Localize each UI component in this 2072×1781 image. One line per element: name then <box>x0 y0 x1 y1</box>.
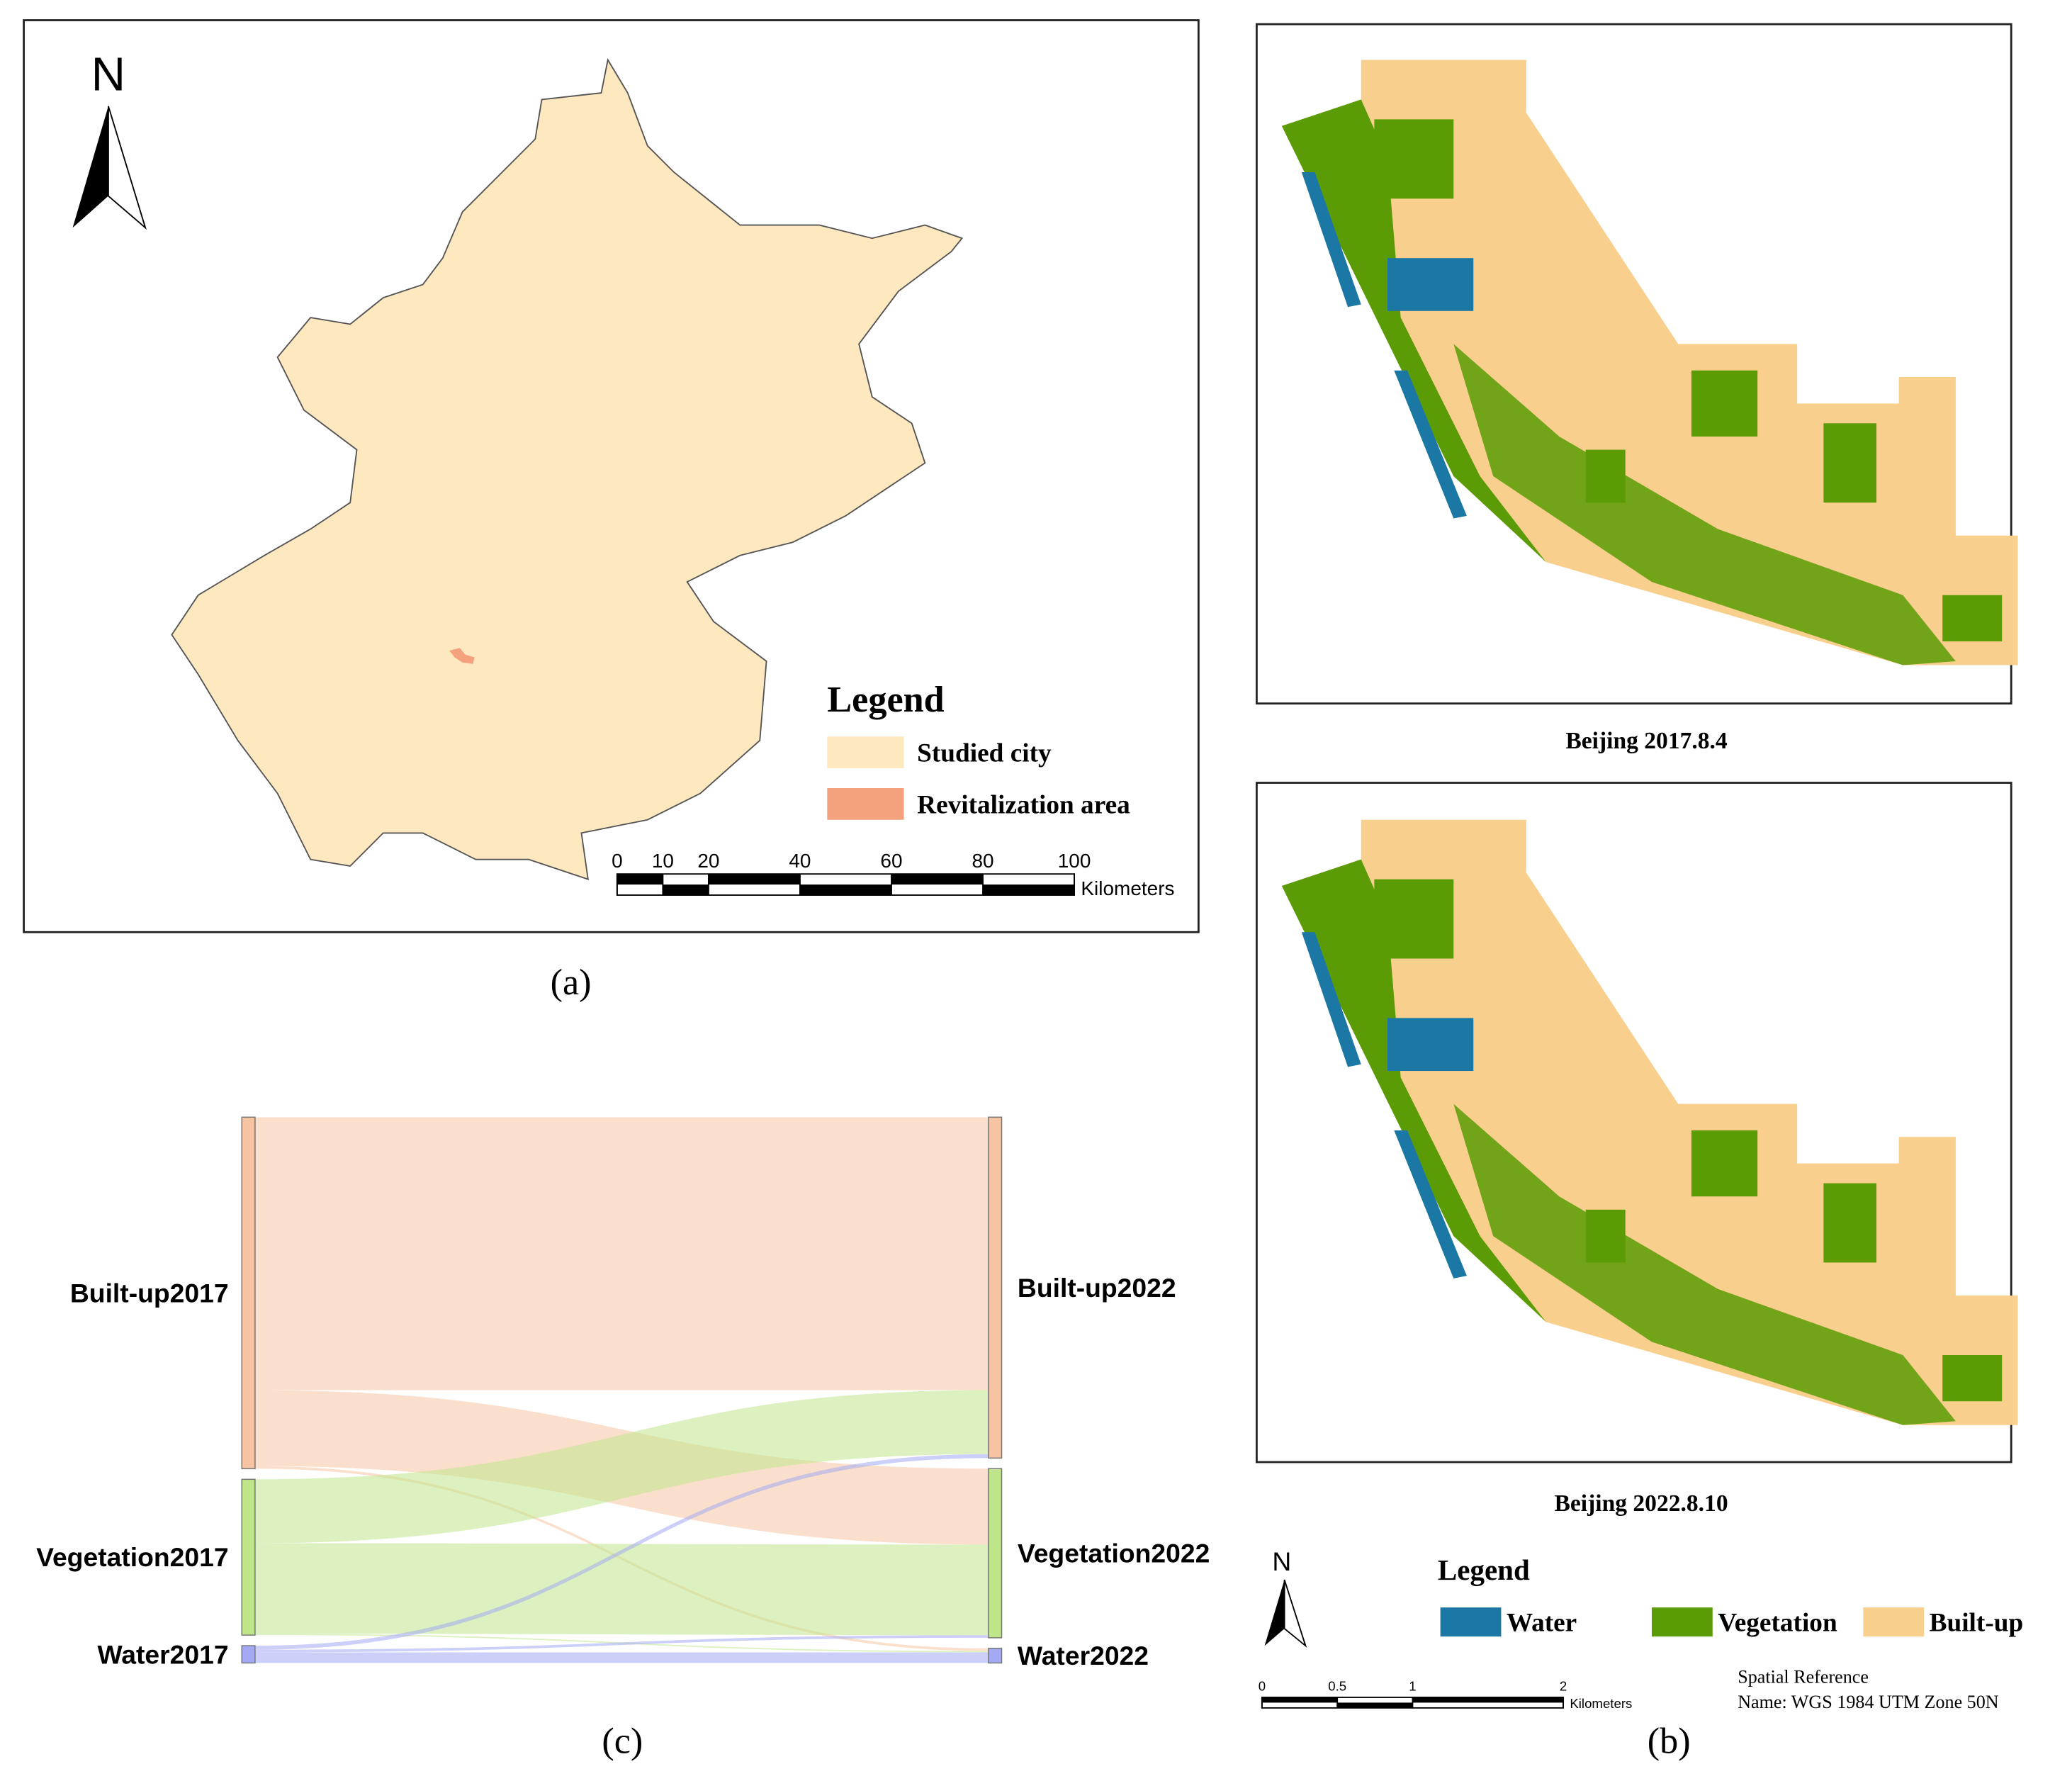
legend-swatch <box>827 736 904 769</box>
scale-segment <box>799 884 891 896</box>
legend-title: Legend <box>1438 1554 1530 1586</box>
node <box>988 1648 1003 1664</box>
legend-label: Built-up <box>1930 1609 2024 1638</box>
scale-label: 60 <box>880 850 902 872</box>
scale-label: 80 <box>972 850 993 872</box>
scale-segment <box>1261 1697 1338 1703</box>
north-arrow <box>107 106 147 230</box>
map-label: Beijing 2022.8.10 <box>1555 1490 1728 1517</box>
spatial-reference: Spatial Reference <box>1738 1666 1869 1687</box>
scale-segment <box>983 884 1075 896</box>
node-label: Built-up2022 <box>1018 1273 1176 1303</box>
north-label: N <box>1272 1546 1291 1576</box>
legend-swatch <box>1651 1607 1713 1637</box>
scale-label: 1 <box>1409 1679 1416 1694</box>
scale-unit: Kilometers <box>1081 877 1174 899</box>
north-arrow <box>1283 1579 1307 1648</box>
scale-segment <box>616 874 663 885</box>
node-label: Water2017 <box>97 1639 228 1669</box>
node <box>988 1116 1003 1459</box>
legend-swatch <box>1863 1607 1925 1637</box>
scale-label: 10 <box>652 850 674 872</box>
legend-label: Water <box>1507 1609 1577 1638</box>
north-arrow <box>72 106 108 228</box>
legend-title: Legend <box>827 679 944 720</box>
map-frame <box>1256 782 2012 1463</box>
north-arrow <box>1264 1579 1285 1646</box>
flow <box>254 1543 989 1636</box>
scale-segment <box>708 874 800 885</box>
caption: (b) <box>1648 1720 1691 1761</box>
flow <box>254 1454 989 1650</box>
spatial-reference: Name: WGS 1984 UTM Zone 50N <box>1738 1692 1999 1712</box>
caption: (c) <box>602 1720 643 1761</box>
node-label: Water2022 <box>1018 1641 1149 1670</box>
flow <box>254 1117 989 1390</box>
scale-segment <box>1412 1697 1564 1703</box>
node-label: Built-up2017 <box>70 1278 229 1308</box>
land-cover-map <box>1281 60 2018 665</box>
scale-segment <box>1337 1702 1413 1708</box>
scale-label: 40 <box>789 850 811 872</box>
node <box>241 1116 256 1470</box>
legend-swatch <box>827 787 904 820</box>
node <box>241 1478 256 1636</box>
scale-label: 20 <box>697 850 719 872</box>
node-label: Vegetation2017 <box>36 1542 228 1572</box>
scale-label: 0 <box>612 850 623 872</box>
scale-label: 0 <box>1259 1679 1266 1694</box>
node-label: Vegetation2022 <box>1018 1539 1210 1568</box>
flow <box>254 1635 989 1653</box>
scale-segment <box>663 884 709 896</box>
city-outline <box>171 57 964 881</box>
map-label: Beijing 2017.8.4 <box>1565 728 1728 754</box>
revitalization-area <box>449 648 475 664</box>
scale-unit: Kilometers <box>1570 1696 1632 1711</box>
map-frame <box>1256 23 2012 705</box>
land-cover-map <box>1281 819 2018 1425</box>
legend-label: Studied city <box>917 739 1052 768</box>
scale-label: 0.5 <box>1328 1679 1346 1694</box>
legend-label: Vegetation <box>1718 1609 1837 1638</box>
scale-segment <box>891 874 984 885</box>
flow <box>254 1390 989 1544</box>
legend-label: Revitalization area <box>917 790 1130 819</box>
flow <box>254 1652 989 1663</box>
north-label: N <box>91 47 125 101</box>
scale-label: 2 <box>1560 1679 1567 1694</box>
map-frame <box>23 19 1200 933</box>
scale-label: 100 <box>1058 850 1091 872</box>
caption: (a) <box>551 962 592 1003</box>
legend-swatch <box>1440 1607 1502 1637</box>
node <box>988 1468 1003 1639</box>
node <box>241 1645 256 1664</box>
